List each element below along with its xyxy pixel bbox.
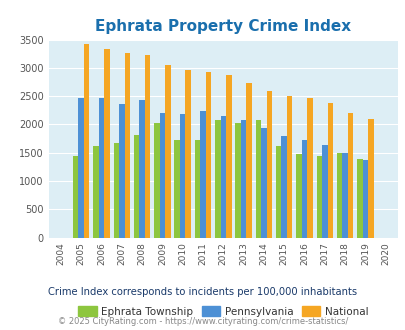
Bar <box>235 123 240 238</box>
Bar <box>341 153 347 238</box>
Bar <box>301 140 307 238</box>
Bar <box>119 104 124 238</box>
Bar <box>134 135 139 238</box>
Bar <box>185 70 190 238</box>
Bar <box>275 146 281 238</box>
Bar <box>165 65 170 238</box>
Bar <box>316 155 321 238</box>
Title: Ephrata Property Crime Index: Ephrata Property Crime Index <box>95 19 350 34</box>
Bar <box>98 98 104 238</box>
Text: © 2025 CityRating.com - https://www.cityrating.com/crime-statistics/: © 2025 CityRating.com - https://www.city… <box>58 317 347 326</box>
Bar <box>240 120 246 238</box>
Bar <box>104 49 109 238</box>
Bar <box>327 103 332 238</box>
Bar <box>93 146 98 238</box>
Bar <box>226 75 231 238</box>
Bar <box>78 98 84 238</box>
Bar <box>220 116 226 238</box>
Bar <box>321 145 327 238</box>
Bar <box>113 143 119 238</box>
Bar <box>215 120 220 238</box>
Bar <box>84 44 89 238</box>
Bar <box>356 159 362 238</box>
Bar <box>124 52 130 238</box>
Legend: Ephrata Township, Pennsylvania, National: Ephrata Township, Pennsylvania, National <box>74 302 371 321</box>
Bar <box>336 153 341 238</box>
Bar <box>174 140 179 238</box>
Bar <box>307 98 312 238</box>
Bar <box>246 83 251 238</box>
Bar <box>139 100 145 238</box>
Bar <box>281 136 286 238</box>
Bar <box>347 113 352 238</box>
Bar <box>154 123 159 238</box>
Bar <box>200 112 205 238</box>
Bar <box>286 96 292 238</box>
Bar <box>296 154 301 238</box>
Bar <box>260 128 266 238</box>
Bar <box>194 140 200 238</box>
Bar <box>179 114 185 238</box>
Text: Crime Index corresponds to incidents per 100,000 inhabitants: Crime Index corresponds to incidents per… <box>48 287 357 297</box>
Bar <box>73 155 78 238</box>
Bar <box>367 119 373 238</box>
Bar <box>362 159 367 238</box>
Bar <box>159 113 165 238</box>
Bar <box>205 72 211 238</box>
Bar <box>255 120 260 238</box>
Bar <box>266 90 271 238</box>
Bar <box>145 55 150 238</box>
